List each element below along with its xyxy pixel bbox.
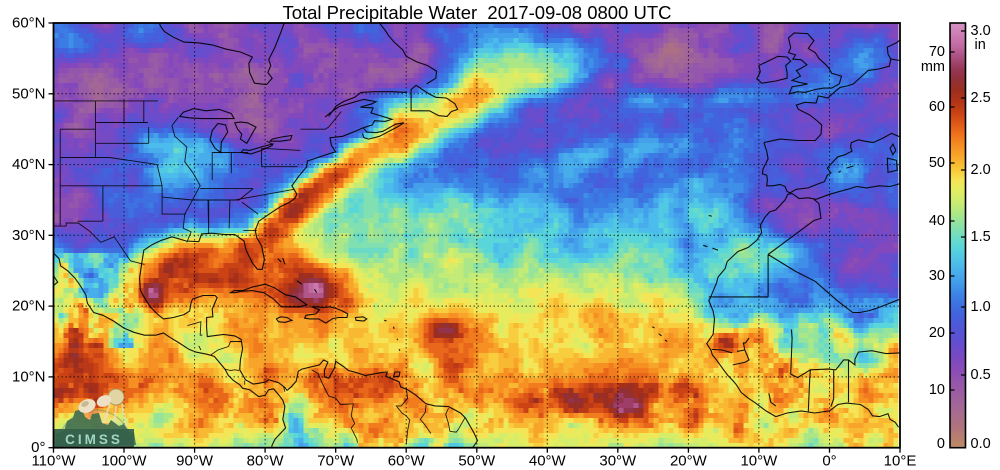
svg-text:50°N: 50°N (12, 85, 46, 102)
svg-text:30: 30 (929, 268, 945, 284)
svg-text:2.5: 2.5 (971, 90, 991, 106)
svg-text:0.5: 0.5 (971, 367, 991, 383)
svg-text:70: 70 (929, 44, 945, 60)
svg-text:10°E: 10°E (884, 453, 917, 470)
svg-text:60°N: 60°N (12, 15, 46, 32)
svg-text:40: 40 (929, 213, 945, 229)
svg-text:1.5: 1.5 (971, 229, 991, 245)
svg-text:0°: 0° (822, 453, 836, 470)
svg-text:40°N: 40°N (12, 156, 46, 173)
svg-text:70°W: 70°W (317, 453, 355, 470)
svg-text:0°: 0° (31, 439, 45, 456)
svg-text:10°N: 10°N (12, 368, 46, 385)
svg-text:20: 20 (929, 325, 945, 341)
svg-text:80°W: 80°W (247, 453, 285, 470)
svg-text:0: 0 (937, 436, 945, 452)
svg-text:3.0: 3.0 (971, 23, 991, 39)
svg-text:50: 50 (929, 155, 945, 171)
svg-text:10°W: 10°W (740, 453, 778, 470)
svg-text:30°N: 30°N (12, 227, 46, 244)
svg-text:60°W: 60°W (388, 453, 426, 470)
svg-text:2.0: 2.0 (971, 162, 991, 178)
svg-text:100°W: 100°W (101, 453, 147, 470)
svg-text:Total Precipitable Water 2017: Total Precipitable Water 2017-09-08 0800… (282, 2, 671, 23)
svg-text:90°W: 90°W (176, 453, 214, 470)
svg-text:CIMSS: CIMSS (65, 432, 123, 447)
svg-text:50°W: 50°W (458, 453, 496, 470)
svg-text:30°W: 30°W (599, 453, 637, 470)
svg-text:10: 10 (929, 382, 945, 398)
svg-text:20°W: 20°W (670, 453, 708, 470)
svg-text:60: 60 (929, 99, 945, 115)
svg-text:mm: mm (921, 59, 945, 75)
svg-text:20°N: 20°N (12, 298, 46, 315)
svg-text:40°W: 40°W (529, 453, 567, 470)
svg-text:110°W: 110°W (31, 453, 76, 470)
svg-text:in: in (975, 37, 986, 53)
svg-text:0.0: 0.0 (971, 436, 991, 452)
svg-text:1.0: 1.0 (971, 299, 991, 315)
